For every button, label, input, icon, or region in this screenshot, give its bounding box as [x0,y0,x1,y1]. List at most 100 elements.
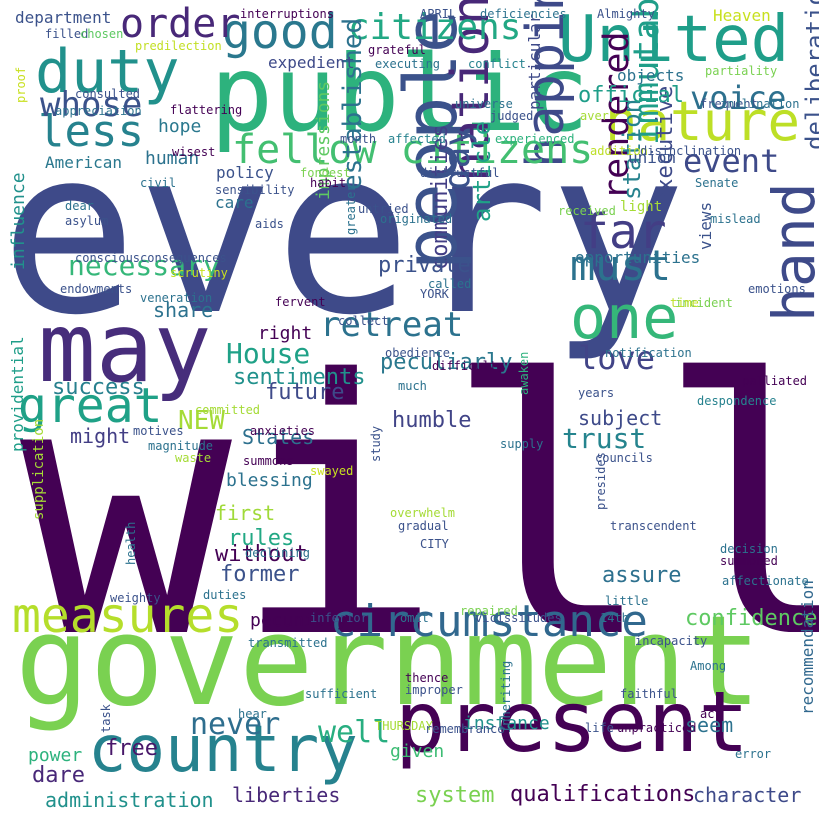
word: emotions [748,282,806,296]
word: addition [590,144,648,158]
word: official [578,83,684,108]
word: States [242,425,315,449]
word: whose [40,85,143,125]
word: affectionate [722,574,809,588]
word: sentiments [233,365,366,390]
word: circumstance [330,596,648,647]
word: necessary [68,249,220,282]
word: conflict [468,57,526,71]
word: liberties [232,783,341,807]
word: remembrance [425,722,505,736]
word: American [45,153,123,172]
word: experienced [495,132,575,146]
word: despondence [697,394,777,408]
word: notification [605,346,692,360]
word: government [15,590,762,734]
word: inferior [310,611,368,625]
word: improper [405,683,463,697]
word: life [585,721,614,735]
word: private [378,253,471,278]
word: anxieties [250,424,316,438]
word: character [693,783,802,807]
word: Among [690,659,727,673]
word: THURSDAY [375,719,433,733]
word: expedient [268,53,355,72]
word: dare [32,763,85,788]
word: summoned [720,554,778,568]
word: hear [238,707,267,721]
word: unpracticed [617,721,697,735]
word: Senate [695,176,739,190]
word: mislead [710,212,761,226]
word: little [605,594,649,608]
word: opportunities [575,248,701,267]
word: summons [243,454,294,468]
word: study [369,425,383,462]
word: humble [392,408,472,433]
word: citizens [348,7,522,48]
word: never [190,707,281,742]
word: human [145,148,200,169]
word: House [226,337,311,370]
word: health [124,521,138,565]
word: trust [562,422,647,455]
word: rules [228,526,295,551]
word: executing [375,57,441,71]
word: well [318,715,391,750]
word: aver [580,109,609,123]
word: without [215,542,308,567]
word: fellow citizens [232,127,594,173]
word: incident [675,296,733,310]
word: error [735,747,772,761]
word: great [18,378,163,434]
word: less [38,106,144,157]
word: interruptions [240,7,334,21]
word: month [340,132,377,146]
word: duties [203,588,247,602]
word: free [105,736,158,761]
word: qualifications [510,782,696,807]
word: fondest [300,166,351,180]
word: future [265,380,345,405]
word: habit [310,176,347,190]
word: motives [133,424,184,438]
word: scrutiny [170,266,228,280]
word: received [558,204,616,218]
word: obedience [385,346,451,360]
word: measures [12,588,244,644]
word: good [222,4,338,60]
word: love [578,339,656,377]
word: pecuniary [250,610,348,631]
word: deliberations [801,0,819,150]
word: awaken [517,351,531,395]
word: consulted [75,87,141,101]
word: peculiarly [380,350,513,375]
word: might [70,424,131,448]
word: faithful [620,687,678,701]
word: committed [195,403,261,417]
word: voice [690,79,787,117]
word: veneration [140,291,213,305]
word: retreat [320,305,464,345]
word: Heaven [713,6,771,25]
word: wisest [172,145,216,159]
word: aids [255,217,284,231]
word: Almighty [597,7,655,21]
word: swayed [310,464,354,478]
word: blessing [226,470,313,491]
word: proof [14,66,28,103]
word: thence [405,671,449,685]
word: affected [388,132,446,146]
word: given [390,741,445,762]
word: deficiencies [480,7,567,21]
word: United [558,3,790,77]
word: civil [140,176,177,190]
word: waste [175,451,212,465]
word: palliated [742,374,808,388]
word: first [215,501,276,525]
word: time [670,296,699,310]
word: supply [500,437,544,451]
word: policy [216,163,274,182]
word: hand [760,182,819,322]
